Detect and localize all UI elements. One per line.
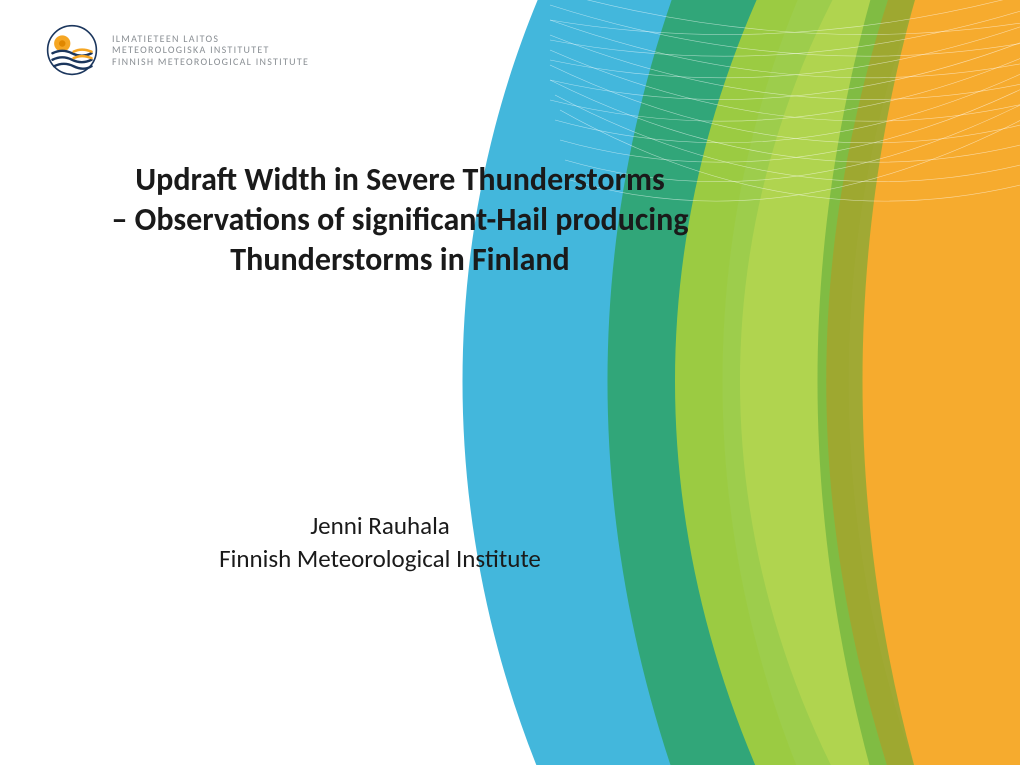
title-line-3: Thunderstorms in Finland bbox=[0, 240, 800, 280]
fmi-logo-icon bbox=[46, 24, 98, 76]
org-name: ILMATIETEEN LAITOS METEOROLOGISKA INSTIT… bbox=[112, 33, 309, 68]
header: ILMATIETEEN LAITOS METEOROLOGISKA INSTIT… bbox=[46, 24, 309, 76]
org-line-3: FINNISH METEOROLOGICAL INSTITUTE bbox=[112, 56, 309, 68]
title-line-1: Updraft Width in Severe Thunderstorms bbox=[0, 160, 800, 200]
author-line-2: Finnish Meteorological Institute bbox=[0, 543, 760, 576]
title-block: Updraft Width in Severe Thunderstorms – … bbox=[0, 160, 800, 280]
author-block: Jenni Rauhala Finnish Meteorological Ins… bbox=[0, 510, 760, 575]
author-line-1: Jenni Rauhala bbox=[0, 510, 760, 543]
slide: ILMATIETEEN LAITOS METEOROLOGISKA INSTIT… bbox=[0, 0, 1020, 765]
title-line-2: – Observations of significant-Hail produ… bbox=[0, 200, 800, 240]
background-art bbox=[0, 0, 1020, 765]
